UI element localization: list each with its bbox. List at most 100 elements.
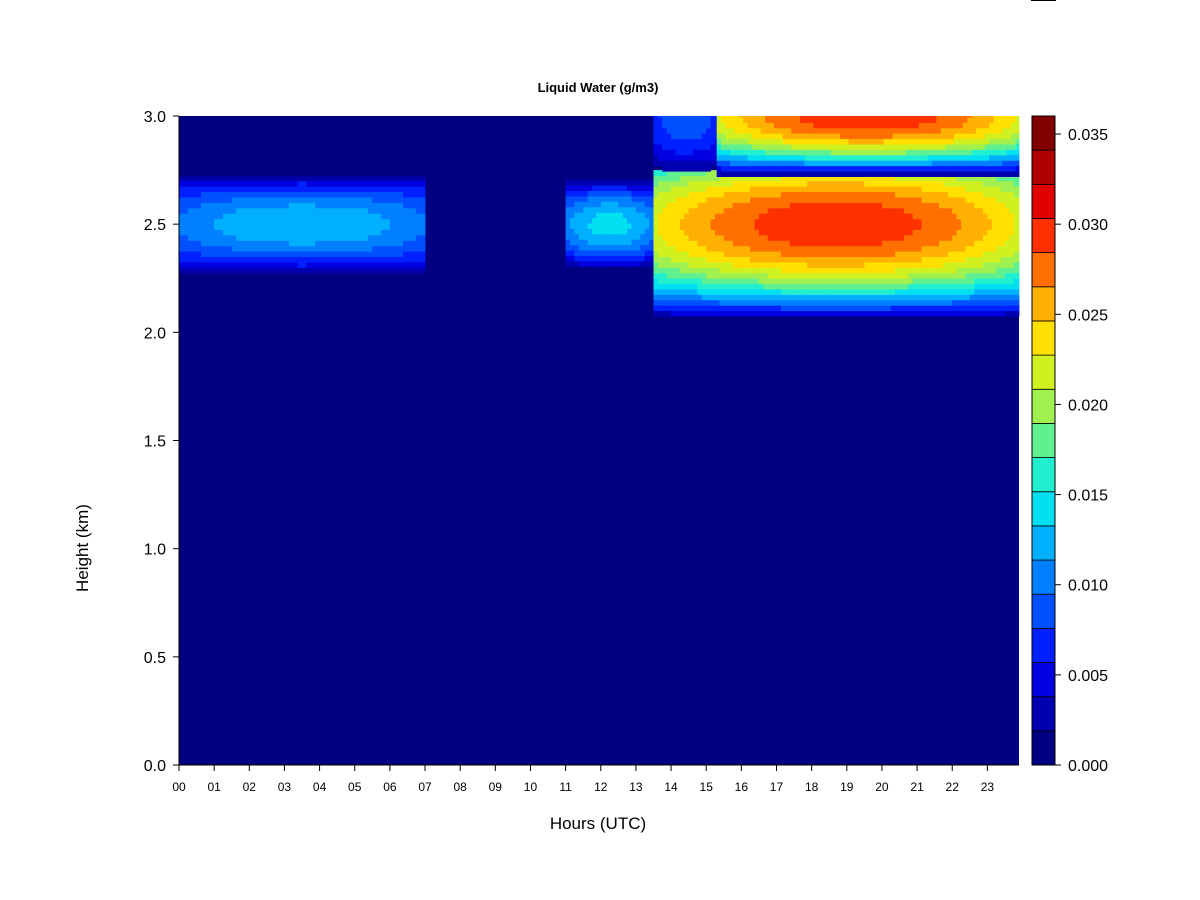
heat-cell bbox=[833, 218, 839, 225]
heat-cell bbox=[932, 171, 937, 177]
heat-cell bbox=[983, 229, 988, 236]
heat-cell bbox=[671, 213, 676, 220]
heat-cell bbox=[729, 160, 735, 167]
heat-cell bbox=[846, 240, 852, 247]
heat-cell bbox=[807, 310, 812, 317]
heat-cell bbox=[899, 197, 905, 203]
heat-cell bbox=[627, 255, 632, 262]
heat-cell bbox=[715, 133, 718, 140]
heat-cell bbox=[701, 267, 707, 274]
heat-cell bbox=[706, 202, 711, 209]
heat-cell bbox=[1004, 245, 1010, 252]
heat-cell bbox=[350, 218, 356, 225]
y-tick-label: 3.0 bbox=[144, 109, 166, 126]
heat-cell bbox=[945, 116, 950, 118]
heat-cell bbox=[868, 262, 874, 268]
heat-cell bbox=[754, 251, 760, 257]
heat-cell bbox=[196, 245, 202, 252]
heat-cell bbox=[622, 233, 628, 240]
heat-cell bbox=[192, 245, 197, 252]
heat-cell bbox=[802, 299, 808, 306]
heat-cell bbox=[693, 289, 698, 295]
heat-cell bbox=[280, 240, 285, 247]
heat-cell bbox=[910, 116, 915, 118]
heat-cell bbox=[873, 180, 878, 187]
heat-cell bbox=[760, 165, 766, 172]
heat-cell bbox=[795, 171, 801, 177]
heat-cell bbox=[583, 190, 588, 197]
heat-cell bbox=[794, 294, 799, 301]
heat-cell bbox=[991, 310, 997, 317]
heat-cell bbox=[631, 239, 637, 246]
heat-cell bbox=[376, 207, 382, 214]
heat-cell bbox=[975, 154, 981, 161]
heat-cell bbox=[903, 267, 909, 274]
heat-cell bbox=[1013, 245, 1019, 252]
heat-cell bbox=[306, 180, 312, 187]
heat-cell bbox=[728, 213, 733, 220]
heat-cell bbox=[800, 171, 805, 177]
heat-cell bbox=[996, 267, 1001, 274]
heat-cell bbox=[350, 176, 356, 182]
heat-cell bbox=[798, 175, 804, 182]
heat-cell bbox=[811, 289, 817, 295]
heat-cell bbox=[587, 250, 593, 256]
heat-cell bbox=[991, 283, 997, 290]
heat-cell bbox=[666, 170, 672, 176]
heat-cell bbox=[738, 154, 744, 161]
heat-cell bbox=[236, 224, 241, 230]
heat-cell bbox=[791, 122, 797, 129]
heat-cell bbox=[890, 218, 896, 225]
heat-cell bbox=[297, 245, 303, 252]
heat-cell bbox=[877, 213, 883, 220]
heat-cell bbox=[187, 213, 193, 220]
heat-cell bbox=[710, 240, 716, 247]
heat-cell bbox=[218, 224, 224, 230]
heat-cell bbox=[345, 176, 351, 182]
heat-cell bbox=[912, 186, 918, 193]
heat-cell bbox=[873, 294, 878, 301]
heat-cell bbox=[719, 202, 725, 209]
heat-cell bbox=[857, 122, 863, 129]
heat-cell bbox=[716, 160, 722, 167]
heat-cell bbox=[671, 218, 676, 225]
heat-cell bbox=[574, 239, 580, 246]
heat-cell bbox=[923, 117, 928, 123]
heat-cell bbox=[835, 165, 841, 172]
heat-cell bbox=[635, 179, 641, 186]
heat-cell bbox=[816, 267, 821, 274]
heat-cell bbox=[800, 154, 805, 161]
heat-cell bbox=[697, 122, 703, 129]
heat-cell bbox=[600, 212, 606, 219]
heat-cell bbox=[967, 154, 972, 161]
heat-cell bbox=[842, 262, 848, 268]
heat-cell bbox=[789, 224, 795, 230]
heat-cell bbox=[890, 299, 896, 306]
heat-cell bbox=[956, 175, 962, 182]
heat-cell bbox=[671, 262, 676, 268]
heat-cell bbox=[910, 154, 915, 161]
heat-cell bbox=[653, 262, 659, 268]
heat-cell bbox=[725, 127, 731, 134]
heat-cell bbox=[688, 117, 694, 123]
heat-cell bbox=[635, 201, 641, 208]
heat-cell bbox=[883, 122, 889, 129]
heat-cell bbox=[947, 305, 953, 312]
heat-cell bbox=[1009, 278, 1015, 285]
heat-cell bbox=[328, 191, 334, 198]
heat-cell bbox=[956, 186, 962, 193]
heat-cell bbox=[780, 235, 786, 241]
heat-cell bbox=[627, 185, 632, 191]
heat-cell bbox=[772, 310, 777, 317]
heat-cell bbox=[785, 175, 791, 182]
heat-cell bbox=[354, 240, 360, 247]
heat-cell bbox=[227, 186, 233, 193]
heat-cell bbox=[565, 206, 571, 213]
heat-cell bbox=[416, 251, 421, 257]
heat-cell bbox=[587, 217, 593, 224]
heat-cell bbox=[756, 127, 762, 134]
heat-cell bbox=[934, 245, 940, 252]
heat-cell bbox=[710, 229, 716, 236]
heat-cell bbox=[693, 175, 698, 182]
heat-cell bbox=[729, 144, 735, 150]
